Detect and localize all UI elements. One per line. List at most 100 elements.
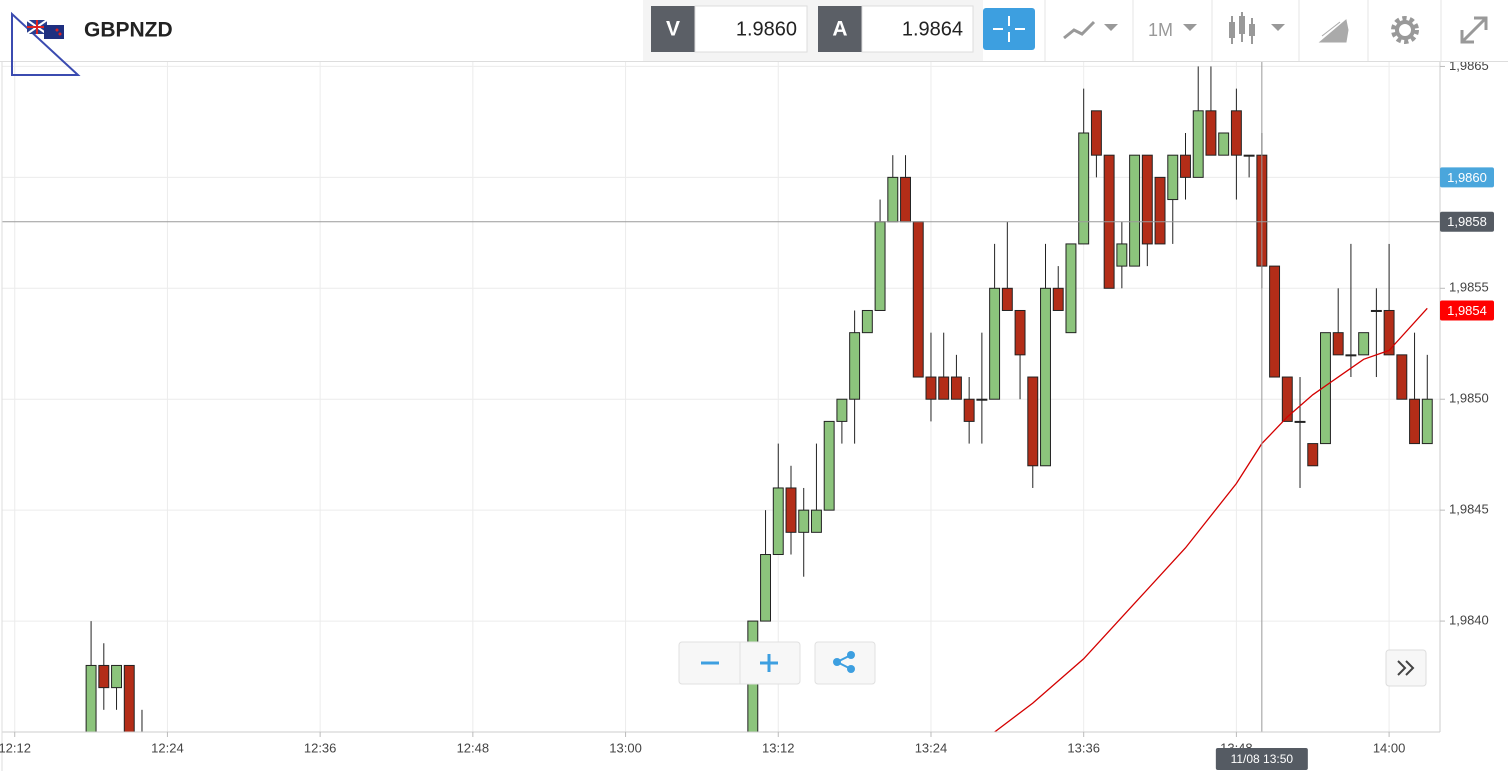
candle-body bbox=[1027, 376, 1039, 467]
candle-body bbox=[1090, 110, 1102, 156]
candle-body bbox=[849, 332, 861, 400]
x-tick-label: 12:36 bbox=[304, 740, 337, 755]
crosshair-time: 11/08 13:50 bbox=[1231, 752, 1294, 766]
dropdown-arrow bbox=[1104, 24, 1118, 31]
candle-body bbox=[1014, 309, 1026, 356]
candle-body bbox=[823, 420, 835, 511]
zoom-controls bbox=[678, 641, 1427, 687]
bid-button[interactable] bbox=[651, 6, 695, 52]
candle-body bbox=[1269, 265, 1281, 378]
candle-body bbox=[1230, 110, 1242, 156]
candle-body bbox=[1180, 154, 1191, 178]
flag-nz bbox=[44, 25, 64, 39]
candle-body bbox=[874, 221, 886, 311]
candle-body bbox=[1078, 132, 1090, 245]
candle-body bbox=[1218, 132, 1230, 156]
candle-body bbox=[1307, 443, 1319, 467]
candle-body bbox=[1052, 287, 1064, 311]
candle-body bbox=[887, 176, 899, 223]
plot-area bbox=[2, 62, 1440, 732]
toolbar: GBPNZD V 1.9860 A 1.9864 1M bbox=[0, 0, 1508, 76]
candle-body bbox=[912, 221, 924, 378]
share-button[interactable] bbox=[814, 641, 876, 685]
x-tick-label: 14:00 bbox=[1373, 740, 1406, 755]
crosshair-icon bbox=[993, 16, 1025, 42]
drawing-icon[interactable] bbox=[1318, 19, 1349, 43]
candle-body bbox=[1205, 110, 1217, 156]
dropdown-arrow bbox=[1183, 24, 1197, 31]
candle-icon[interactable] bbox=[1229, 12, 1255, 44]
bid-label: V bbox=[666, 18, 680, 41]
flag-nz-star bbox=[58, 32, 62, 36]
price-marker: 1,9854 bbox=[1447, 303, 1487, 318]
candle-body bbox=[976, 398, 988, 401]
candle-body bbox=[1294, 420, 1306, 423]
settings-icon-ring bbox=[1395, 20, 1415, 40]
x-tick-label: 12:48 bbox=[457, 740, 490, 755]
candle-body bbox=[963, 398, 975, 422]
interval[interactable]: 1M bbox=[1148, 20, 1173, 40]
candle-body bbox=[111, 664, 122, 689]
candle-body bbox=[1192, 110, 1204, 178]
candle-body bbox=[836, 398, 848, 422]
candle-body bbox=[1141, 154, 1153, 245]
fullscreen-icon[interactable] bbox=[1460, 16, 1488, 44]
candle-body bbox=[861, 309, 873, 334]
settings-icon[interactable] bbox=[1391, 16, 1419, 44]
candle-body bbox=[938, 376, 950, 400]
candle-body bbox=[1396, 354, 1408, 400]
ask-button[interactable] bbox=[818, 6, 862, 52]
bid-price: 1.9860 bbox=[736, 18, 797, 40]
ask-label: A bbox=[832, 18, 847, 41]
x-tick-label: 13:00 bbox=[609, 740, 642, 755]
flag-nz-star bbox=[55, 28, 59, 32]
zoom-in[interactable] bbox=[760, 654, 778, 672]
share-icon-dot bbox=[833, 658, 841, 666]
x-tick-label: 12:24 bbox=[151, 740, 184, 755]
x-tick-label: 13:36 bbox=[1067, 740, 1100, 755]
x-tick-label: 12:12 bbox=[0, 740, 31, 755]
candle-body bbox=[925, 376, 937, 400]
candle-body bbox=[810, 509, 822, 533]
crosshair-button[interactable] bbox=[983, 8, 1035, 50]
y-tick-label: 1,9850 bbox=[1449, 391, 1489, 406]
candle-body bbox=[1243, 154, 1255, 157]
candle-body bbox=[1332, 332, 1344, 356]
candle-body bbox=[1281, 376, 1293, 422]
x-tick-label: 13:12 bbox=[762, 740, 795, 755]
y-tick-label: 1,9840 bbox=[1449, 613, 1489, 628]
price-marker-bg bbox=[1440, 167, 1494, 188]
share-icon-dot bbox=[847, 665, 855, 673]
candle-body bbox=[900, 176, 911, 223]
axes: 1,98401,98451,98501,98551,98601,986512:1… bbox=[0, 58, 1494, 770]
candle-body bbox=[1320, 332, 1331, 445]
candle-body bbox=[1409, 398, 1421, 445]
candle-body bbox=[1167, 154, 1179, 201]
candle-body bbox=[123, 664, 135, 732]
candle-body bbox=[785, 487, 797, 533]
crosshair-price: 1,9858 bbox=[1447, 214, 1487, 229]
candle-body bbox=[1129, 154, 1141, 267]
bid-box bbox=[694, 5, 808, 53]
price-marker-bg bbox=[1440, 300, 1494, 321]
candle-body bbox=[98, 664, 110, 689]
chart-type-icon[interactable] bbox=[1063, 20, 1096, 40]
candle-body bbox=[1421, 398, 1433, 445]
candle-body bbox=[1001, 287, 1013, 311]
candle-body bbox=[1154, 176, 1166, 245]
ask-box bbox=[861, 5, 974, 53]
flag-gb-cross bbox=[27, 20, 47, 34]
crosshair-time-bg bbox=[1215, 748, 1308, 770]
corner-triangle bbox=[11, 11, 81, 76]
crosshair-price-bg bbox=[1440, 211, 1494, 232]
candle-body bbox=[1358, 332, 1370, 356]
candle-body bbox=[950, 376, 962, 400]
share-icon-dot bbox=[847, 651, 855, 659]
y-tick-label: 1,9845 bbox=[1449, 502, 1489, 517]
candle-body bbox=[989, 287, 1001, 400]
scroll-end-icon bbox=[1397, 660, 1415, 676]
y-tick-label: 1,9855 bbox=[1449, 280, 1489, 295]
candle-body bbox=[1345, 354, 1357, 357]
symbol: GBPNZD bbox=[84, 19, 173, 42]
